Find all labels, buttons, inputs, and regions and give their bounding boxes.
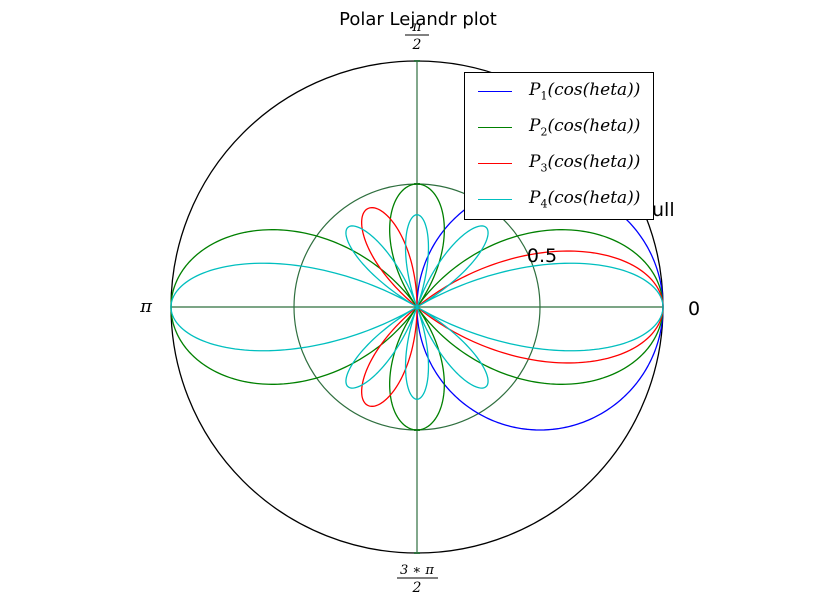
theta-tick-label-3pi-half-den: 2 xyxy=(412,580,422,596)
legend-label: P1(cos(heta)) xyxy=(529,80,641,103)
series-line-p4 xyxy=(170,214,664,400)
theta-tick-label-pi-half-den: 2 xyxy=(412,37,422,53)
legend-line xyxy=(478,199,512,200)
chart-title: Polar Lejandr plot xyxy=(339,9,497,30)
legend-entry: P1(cos(heta)) xyxy=(465,77,653,107)
legend-entry: P4(cos(heta)) xyxy=(465,185,653,215)
r-tick-label-0-5: 0.5 xyxy=(527,245,557,267)
theta-tick-label-pi: π xyxy=(139,296,153,317)
theta-tick-label-3pi-half-num: 3 ∗ π xyxy=(400,563,434,578)
legend-label: P4(cos(heta)) xyxy=(529,188,641,211)
legend: P1(cos(heta)) P2(cos(heta)) P3(cos(heta)… xyxy=(464,72,654,220)
legend-line xyxy=(478,91,512,92)
series-layer xyxy=(170,183,664,431)
theta-tick-label-pi-half-num: π xyxy=(411,19,422,35)
theta-tick-label-0: 0 xyxy=(688,298,700,320)
r-tick-label-1: ull xyxy=(652,199,675,221)
legend-entry: P2(cos(heta)) xyxy=(465,113,653,143)
legend-label: P3(cos(heta)) xyxy=(529,152,641,175)
legend-entry: P3(cos(heta)) xyxy=(465,149,653,179)
legend-label: P2(cos(heta)) xyxy=(529,116,641,139)
tick-labels: 0 π π 2 3 ∗ π 2 0.5 ull xyxy=(139,19,700,596)
legend-line xyxy=(478,127,512,128)
legend-line xyxy=(478,163,512,164)
